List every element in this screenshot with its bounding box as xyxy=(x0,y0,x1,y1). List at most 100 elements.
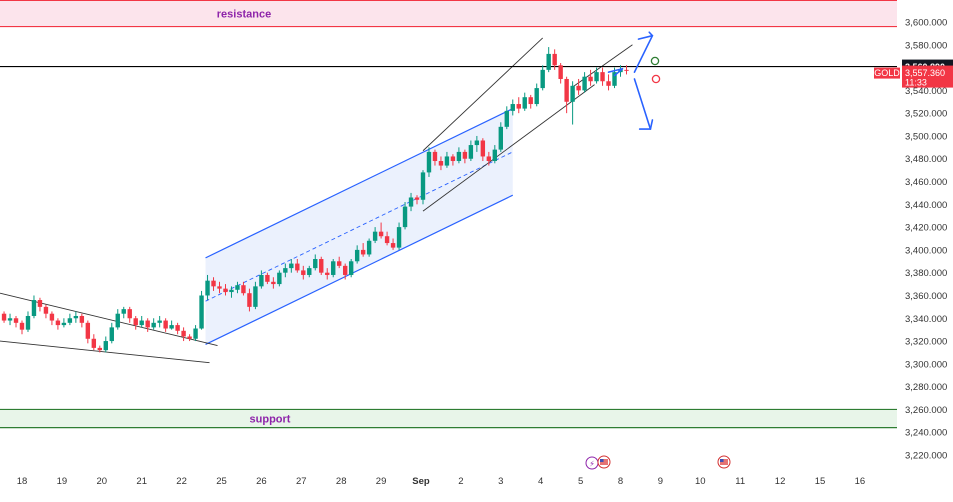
candle xyxy=(1,311,7,323)
candle-body xyxy=(384,236,390,244)
x-tick-label: 8 xyxy=(618,476,623,487)
x-tick-label: 20 xyxy=(97,476,108,487)
candle xyxy=(486,151,492,166)
candle xyxy=(289,259,294,273)
y-tick-label: 3,260.000 xyxy=(905,405,947,416)
candle xyxy=(151,318,156,330)
candle-body xyxy=(121,309,126,314)
candle xyxy=(456,147,462,164)
candle-body xyxy=(528,97,533,105)
candle xyxy=(396,222,402,250)
candle-body xyxy=(97,347,103,351)
candle-body xyxy=(265,274,270,282)
symbol-badge xyxy=(874,67,900,79)
candle xyxy=(253,281,258,310)
candle-body xyxy=(277,272,282,285)
x-tick-label: Sep xyxy=(412,476,430,487)
candle-body xyxy=(289,263,294,269)
candle-body xyxy=(253,286,258,307)
candle xyxy=(516,97,521,114)
candle xyxy=(450,154,456,166)
current-price-badge-text: 3,557.360 xyxy=(905,68,945,78)
candle xyxy=(67,313,73,326)
candle-body xyxy=(295,263,300,271)
candle-body xyxy=(444,156,450,166)
candle xyxy=(546,47,551,73)
candle xyxy=(211,277,216,291)
candle-body xyxy=(229,289,234,293)
candle-body xyxy=(103,341,108,351)
candle xyxy=(55,318,61,330)
y-tick-label: 3,480.000 xyxy=(905,154,947,165)
candle-body xyxy=(91,338,97,348)
candle xyxy=(283,263,288,278)
candle xyxy=(408,192,414,212)
candle xyxy=(181,327,186,342)
candle-body xyxy=(492,149,498,162)
candle xyxy=(348,259,354,278)
candle xyxy=(594,67,599,84)
x-tick-label: 12 xyxy=(775,476,786,487)
candle-body xyxy=(390,243,396,248)
candle-body xyxy=(217,286,222,289)
candle-body xyxy=(486,156,492,162)
candle-body xyxy=(612,72,617,86)
candle xyxy=(133,315,138,330)
candle xyxy=(175,322,180,335)
candle-body xyxy=(420,172,426,200)
x-tick-label: 9 xyxy=(658,476,663,487)
candle xyxy=(49,311,55,326)
candle xyxy=(187,334,192,342)
candle-body xyxy=(31,300,37,316)
y-tick-label: 3,460.000 xyxy=(905,177,947,188)
candle-body xyxy=(199,295,204,329)
candle xyxy=(301,265,306,280)
candle-body xyxy=(283,268,288,273)
candle-body xyxy=(456,151,462,162)
candle xyxy=(372,227,378,244)
candle xyxy=(199,290,204,330)
candle-body xyxy=(1,313,7,321)
candle-body xyxy=(301,270,306,275)
candle-body xyxy=(360,249,366,255)
candle xyxy=(402,202,408,230)
candle-body xyxy=(372,231,378,241)
us-flag-event-icon-2-canton xyxy=(720,459,724,462)
candle-body xyxy=(247,293,252,307)
candle-body xyxy=(307,268,312,275)
y-tick-label: 3,300.000 xyxy=(905,359,947,370)
candle-body xyxy=(235,285,240,290)
bearish-scenario-arrow xyxy=(633,78,652,130)
candle-body xyxy=(193,328,198,339)
candle xyxy=(342,263,348,280)
candle xyxy=(115,309,120,330)
candle-body xyxy=(348,261,354,275)
candle-body xyxy=(540,69,545,89)
candle xyxy=(217,281,222,294)
candle-body xyxy=(85,322,91,339)
current-price-badge xyxy=(902,65,953,88)
y-tick-label: 3,420.000 xyxy=(905,223,947,234)
candle xyxy=(97,345,103,353)
candle-body xyxy=(313,259,318,269)
candle-body xyxy=(25,315,31,330)
candle xyxy=(43,304,49,319)
candle xyxy=(139,315,144,328)
candle xyxy=(247,288,252,312)
y-tick-label: 3,220.000 xyxy=(905,451,947,462)
bull-channel-mid-line xyxy=(205,151,513,302)
candle-body xyxy=(337,261,342,266)
candle-body xyxy=(426,151,432,173)
candle-body xyxy=(13,318,19,323)
candle xyxy=(474,135,480,152)
x-tick-label: 11 xyxy=(735,476,745,487)
candle xyxy=(121,306,126,319)
candle xyxy=(426,147,432,177)
candle xyxy=(390,238,396,250)
y-tick-label: 3,580.000 xyxy=(905,40,947,51)
candle-body xyxy=(480,140,486,157)
candle-body xyxy=(223,288,228,293)
y-tick-label: 3,440.000 xyxy=(905,200,947,211)
